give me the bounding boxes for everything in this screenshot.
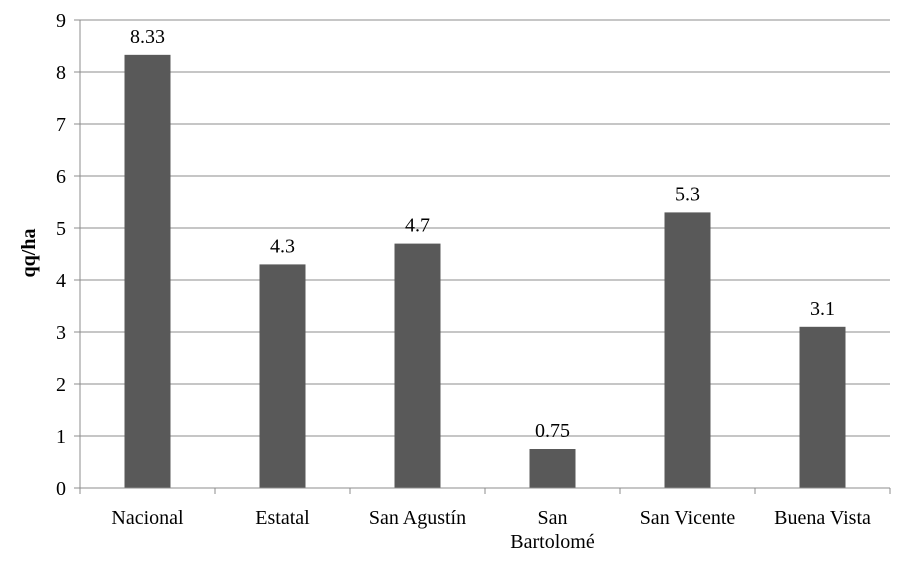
gridlines [80, 19, 890, 437]
bars [124, 54, 846, 489]
data-label: 8.33 [130, 26, 165, 48]
data-labels: 8.33 4.3 4.7 0.75 5.3 3.1 [130, 26, 835, 442]
data-label: 3.1 [810, 298, 835, 320]
y-tick-label: 2 [56, 374, 66, 396]
y-tick-labels: 0 1 2 3 4 5 6 7 8 9 [56, 10, 66, 500]
category-label: San [538, 507, 568, 529]
category-label: Bartolomé [510, 531, 595, 553]
bar [799, 326, 846, 488]
y-tick-label: 8 [56, 62, 66, 84]
y-tick-label: 1 [56, 426, 66, 448]
y-axis-title: qq/ha [18, 229, 40, 278]
y-tick-label: 6 [56, 166, 66, 188]
category-label: Buena Vista [774, 507, 871, 529]
y-tick-label: 9 [56, 10, 66, 32]
y-tick-label: 3 [56, 322, 66, 344]
data-label: 0.75 [535, 420, 570, 442]
y-tick-label: 7 [56, 114, 66, 136]
category-label: San Vicente [640, 507, 736, 529]
y-tick-label: 5 [56, 218, 66, 240]
bar [259, 264, 306, 488]
bar [664, 212, 711, 488]
bar [124, 54, 171, 489]
bar [394, 243, 441, 488]
category-label: Nacional [111, 507, 184, 529]
y-tick-label: 4 [56, 270, 66, 292]
category-label: Estatal [255, 507, 310, 529]
data-label: 4.7 [405, 215, 430, 237]
axes [74, 19, 891, 494]
data-label: 5.3 [675, 183, 700, 205]
data-label: 4.3 [270, 235, 295, 257]
bar [529, 449, 576, 488]
category-label: San Agustín [369, 507, 466, 529]
y-tick-label: 0 [56, 478, 66, 500]
